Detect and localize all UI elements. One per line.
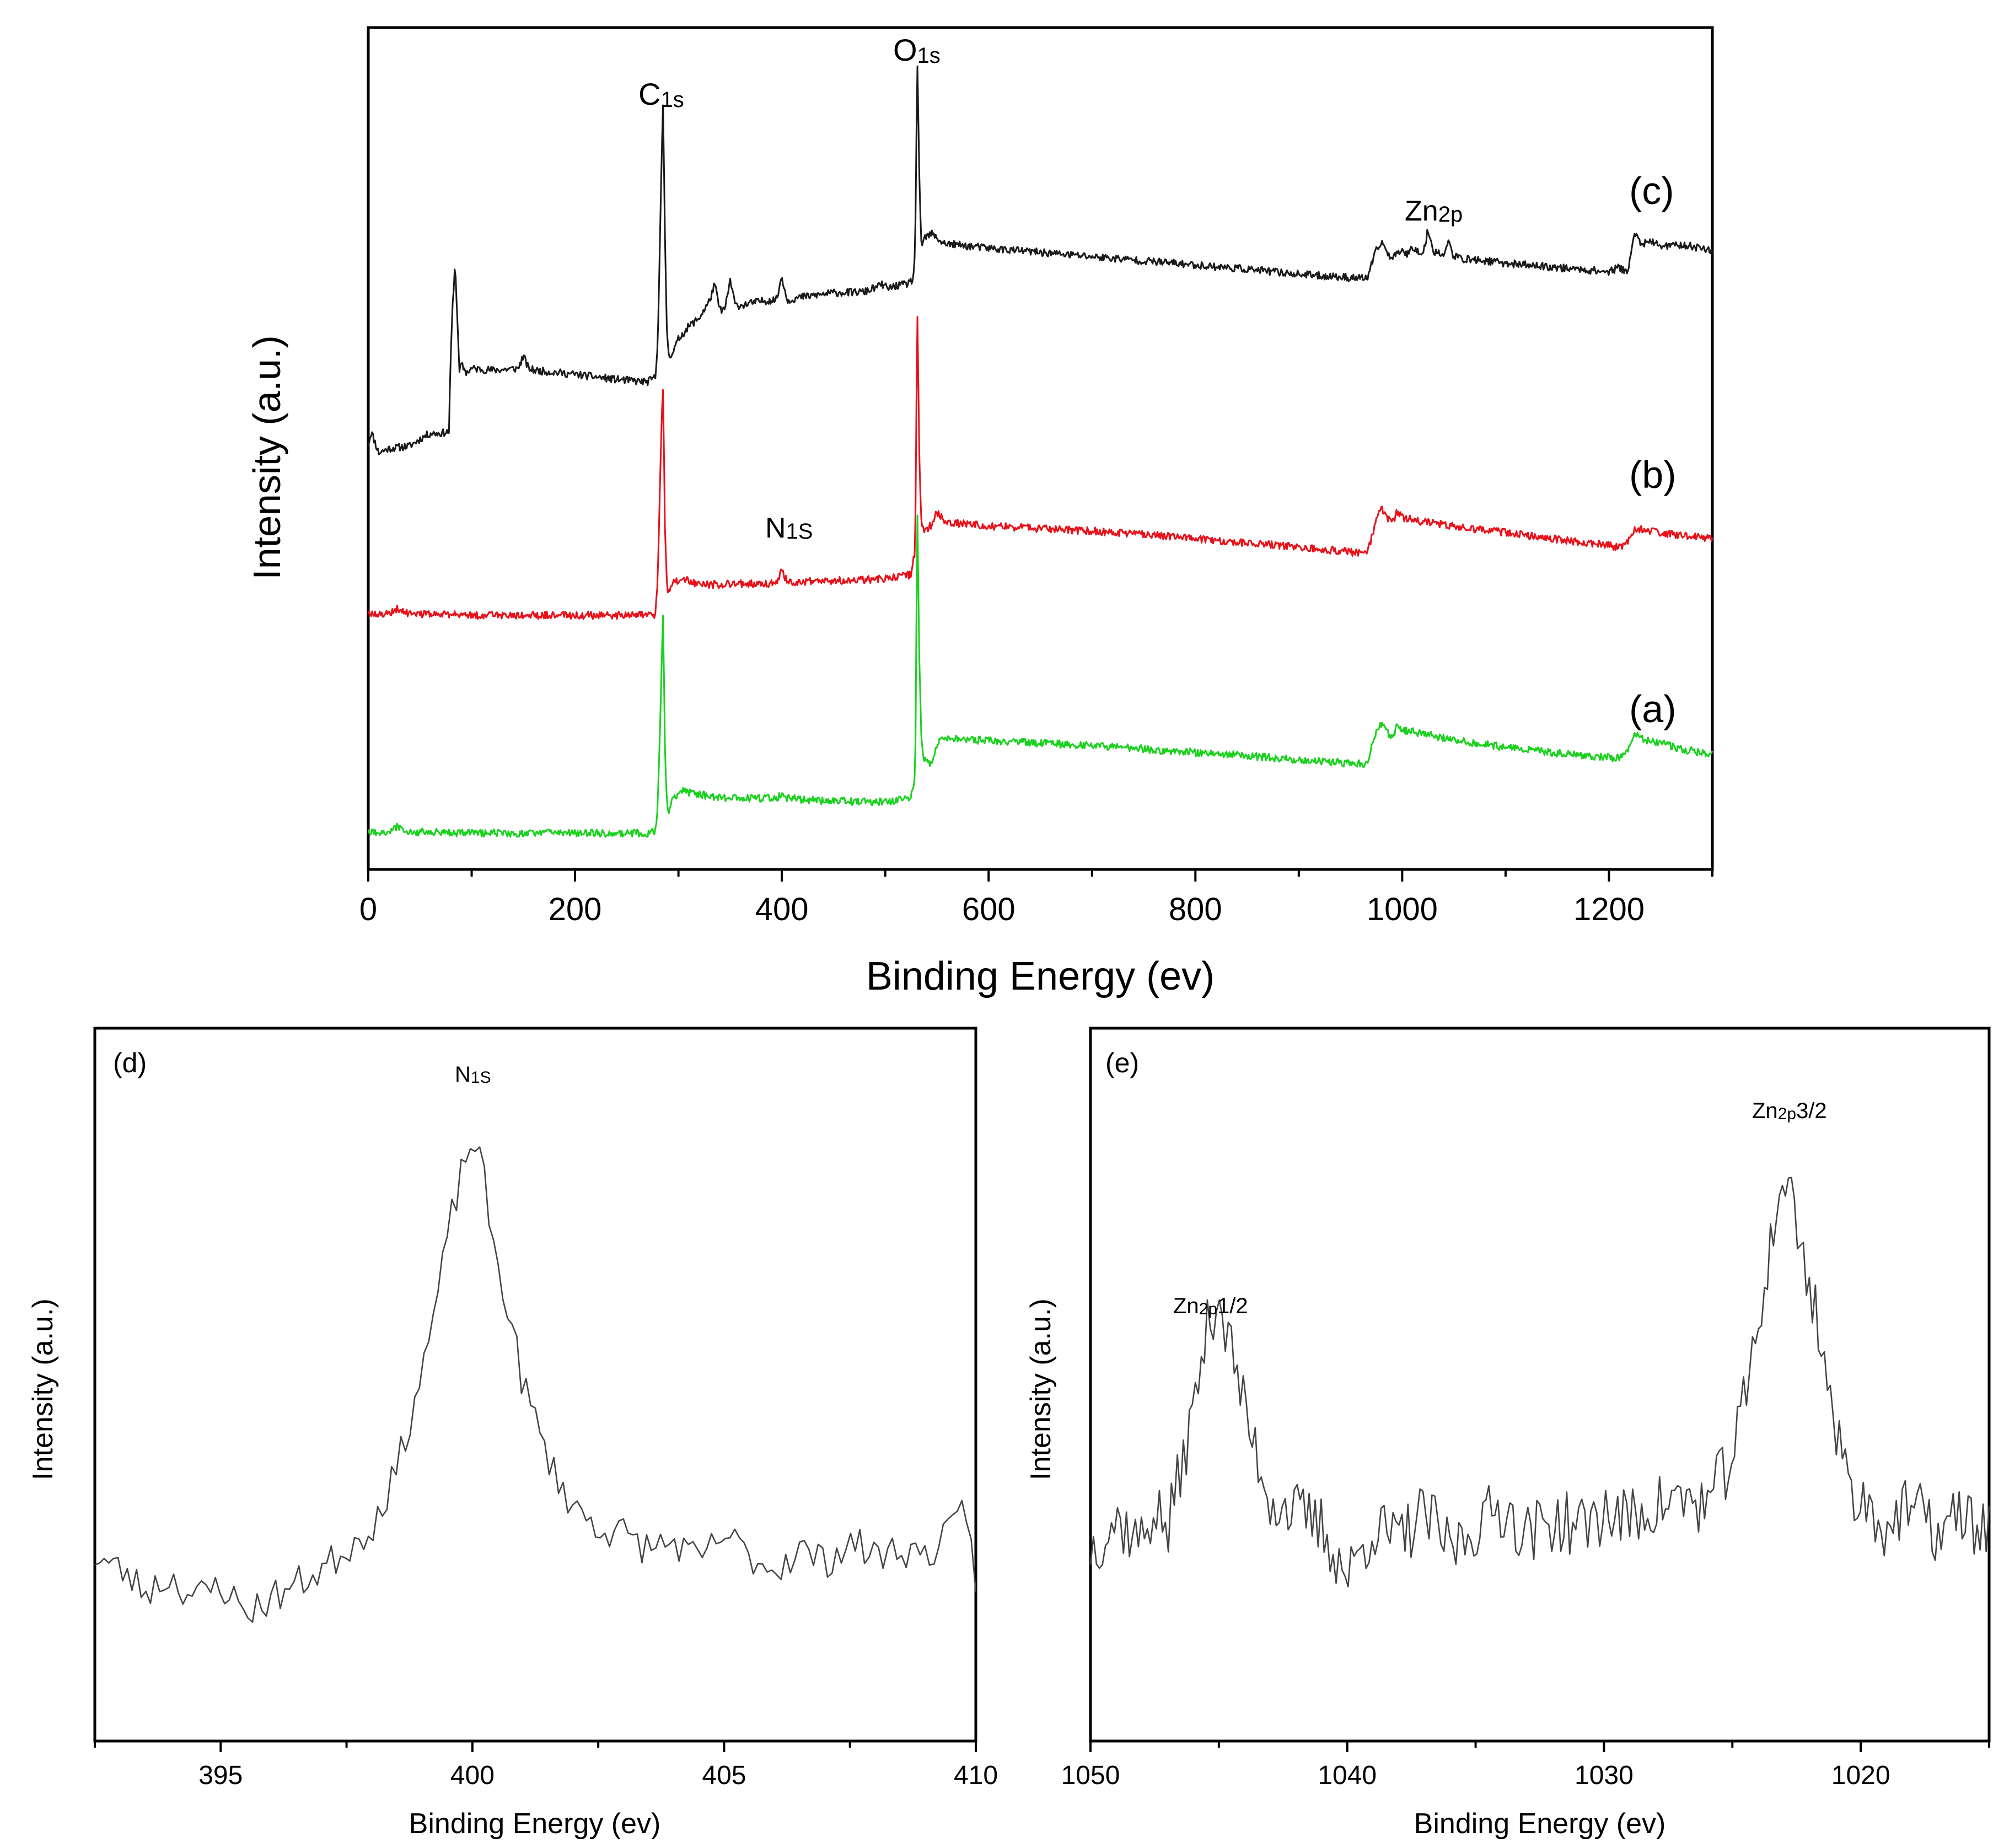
- zn2p32-peak-label: Zn2p3/2: [1752, 1099, 1827, 1123]
- n1s-x-ticks: 395 400 405 410: [94, 1741, 998, 1790]
- zn2p-peak-label: Zn2p: [1405, 195, 1463, 227]
- survey-spectra-panel: 0 200 400 600 800 1000 1200 C1s O1s N1S Zn2p (…: [245, 26, 1714, 998]
- n1s-peak-label: N1S: [765, 512, 813, 544]
- zn2p-series-group: [1089, 1177, 1990, 1588]
- series-line-n1s: [94, 1146, 977, 1623]
- x-tick-label: 1020: [1831, 1761, 1890, 1790]
- x-tick-label: 600: [962, 891, 1016, 927]
- zn2p-y-axis-label: Intensity (a.u.): [1025, 1298, 1057, 1480]
- curve-label-b: (b): [1629, 453, 1677, 496]
- survey-plot-frame: [367, 26, 1714, 871]
- x-tick-label: 200: [549, 891, 602, 927]
- x-tick-label: 400: [755, 891, 809, 927]
- o1s-peak-label: O1s: [893, 33, 941, 68]
- curve-label-c: (c): [1629, 169, 1674, 212]
- panel-d-label: (d): [113, 1047, 147, 1078]
- curve-label-a: (a): [1629, 687, 1677, 730]
- x-tick-label: 1050: [1061, 1761, 1120, 1790]
- x-tick-label: 405: [702, 1761, 746, 1790]
- n1s-y-axis-label: Intensity (a.u.): [27, 1298, 59, 1480]
- n1s-x-axis-label: Binding Energy (ev): [409, 1808, 661, 1840]
- x-tick-label: 800: [1169, 891, 1222, 927]
- n1s-series-group: [94, 1146, 977, 1623]
- c1s-peak-label: C1s: [638, 77, 684, 112]
- x-tick-label: 0: [359, 891, 377, 927]
- x-tick-label: 395: [198, 1761, 243, 1790]
- x-tick-label: 1040: [1318, 1761, 1377, 1790]
- survey-x-axis-label: Binding Energy (ev): [866, 954, 1215, 998]
- n1s-spectrum-panel: 395 400 405 410 (d) N1S Binding Energy (ev)…: [27, 1027, 998, 1840]
- survey-y-axis-label: Intensity (a.u.): [245, 335, 288, 580]
- zn2p-x-ticks: 1050 1040 1030 1020: [1061, 1741, 1990, 1790]
- series-line-a: [367, 514, 1713, 838]
- x-tick-label: 1030: [1575, 1761, 1634, 1790]
- zn2p-x-axis-label: Binding Energy (ev): [1414, 1808, 1666, 1840]
- survey-series-group: [367, 65, 1713, 838]
- zn2p-spectrum-panel: 1050 1040 1030 1020 (e) Zn2p1/2 Zn2p3/2 Bin…: [1025, 1027, 1991, 1840]
- survey-x-ticks: 0 200 400 600 800 1000 1200: [359, 869, 1713, 927]
- x-tick-label: 1200: [1573, 891, 1645, 927]
- n1s-plot-frame: [93, 1027, 977, 1743]
- zn2p-plot-frame: [1089, 1027, 1991, 1743]
- series-line-zn2p: [1089, 1177, 1990, 1588]
- panel-e-label: (e): [1105, 1047, 1139, 1078]
- x-tick-label: 400: [450, 1761, 495, 1790]
- series-line-c: [367, 65, 1713, 455]
- n1s-peak-label: N1S: [455, 1062, 491, 1087]
- series-line-b: [367, 316, 1713, 620]
- x-tick-label: 410: [954, 1761, 998, 1790]
- x-tick-label: 1000: [1367, 891, 1438, 927]
- zn2p12-peak-label: Zn2p1/2: [1173, 1294, 1248, 1318]
